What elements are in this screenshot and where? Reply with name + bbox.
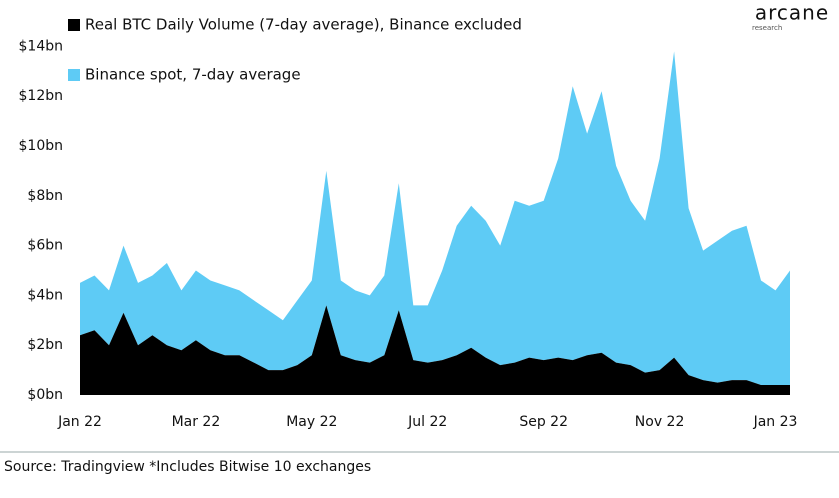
x-tick-label: Nov 22 [635,414,685,430]
x-tick-label: Jul 22 [407,414,447,430]
x-tick-label: May 22 [286,414,337,430]
y-tick-label: $14bn [19,38,63,54]
legend-label: Binance spot, 7-day average [85,66,301,84]
y-tick-label: $10bn [19,138,63,154]
legend-swatch [68,69,80,81]
y-tick-label: $4bn [27,287,63,303]
x-tick-label: Jan 22 [57,414,102,430]
area [80,51,790,386]
legend-swatch [68,19,80,31]
y-tick-label: $0bn [27,387,63,403]
brand-subtitle: research [752,24,782,32]
y-tick-label: $6bn [27,238,63,254]
brand-logo: arcane [755,1,829,25]
area [80,305,790,395]
x-tick-label: Jan 23 [753,414,798,430]
source-note: Source: Tradingview *Includes Bitwise 10… [4,459,371,475]
x-tick-label: Sep 22 [519,414,568,430]
y-tick-label: $12bn [19,88,63,104]
x-tick-label: Mar 22 [172,414,221,430]
y-tick-label: $2bn [27,337,63,353]
y-tick-label: $8bn [27,188,63,204]
legend-label: Real BTC Daily Volume (7-day average), B… [85,16,522,34]
